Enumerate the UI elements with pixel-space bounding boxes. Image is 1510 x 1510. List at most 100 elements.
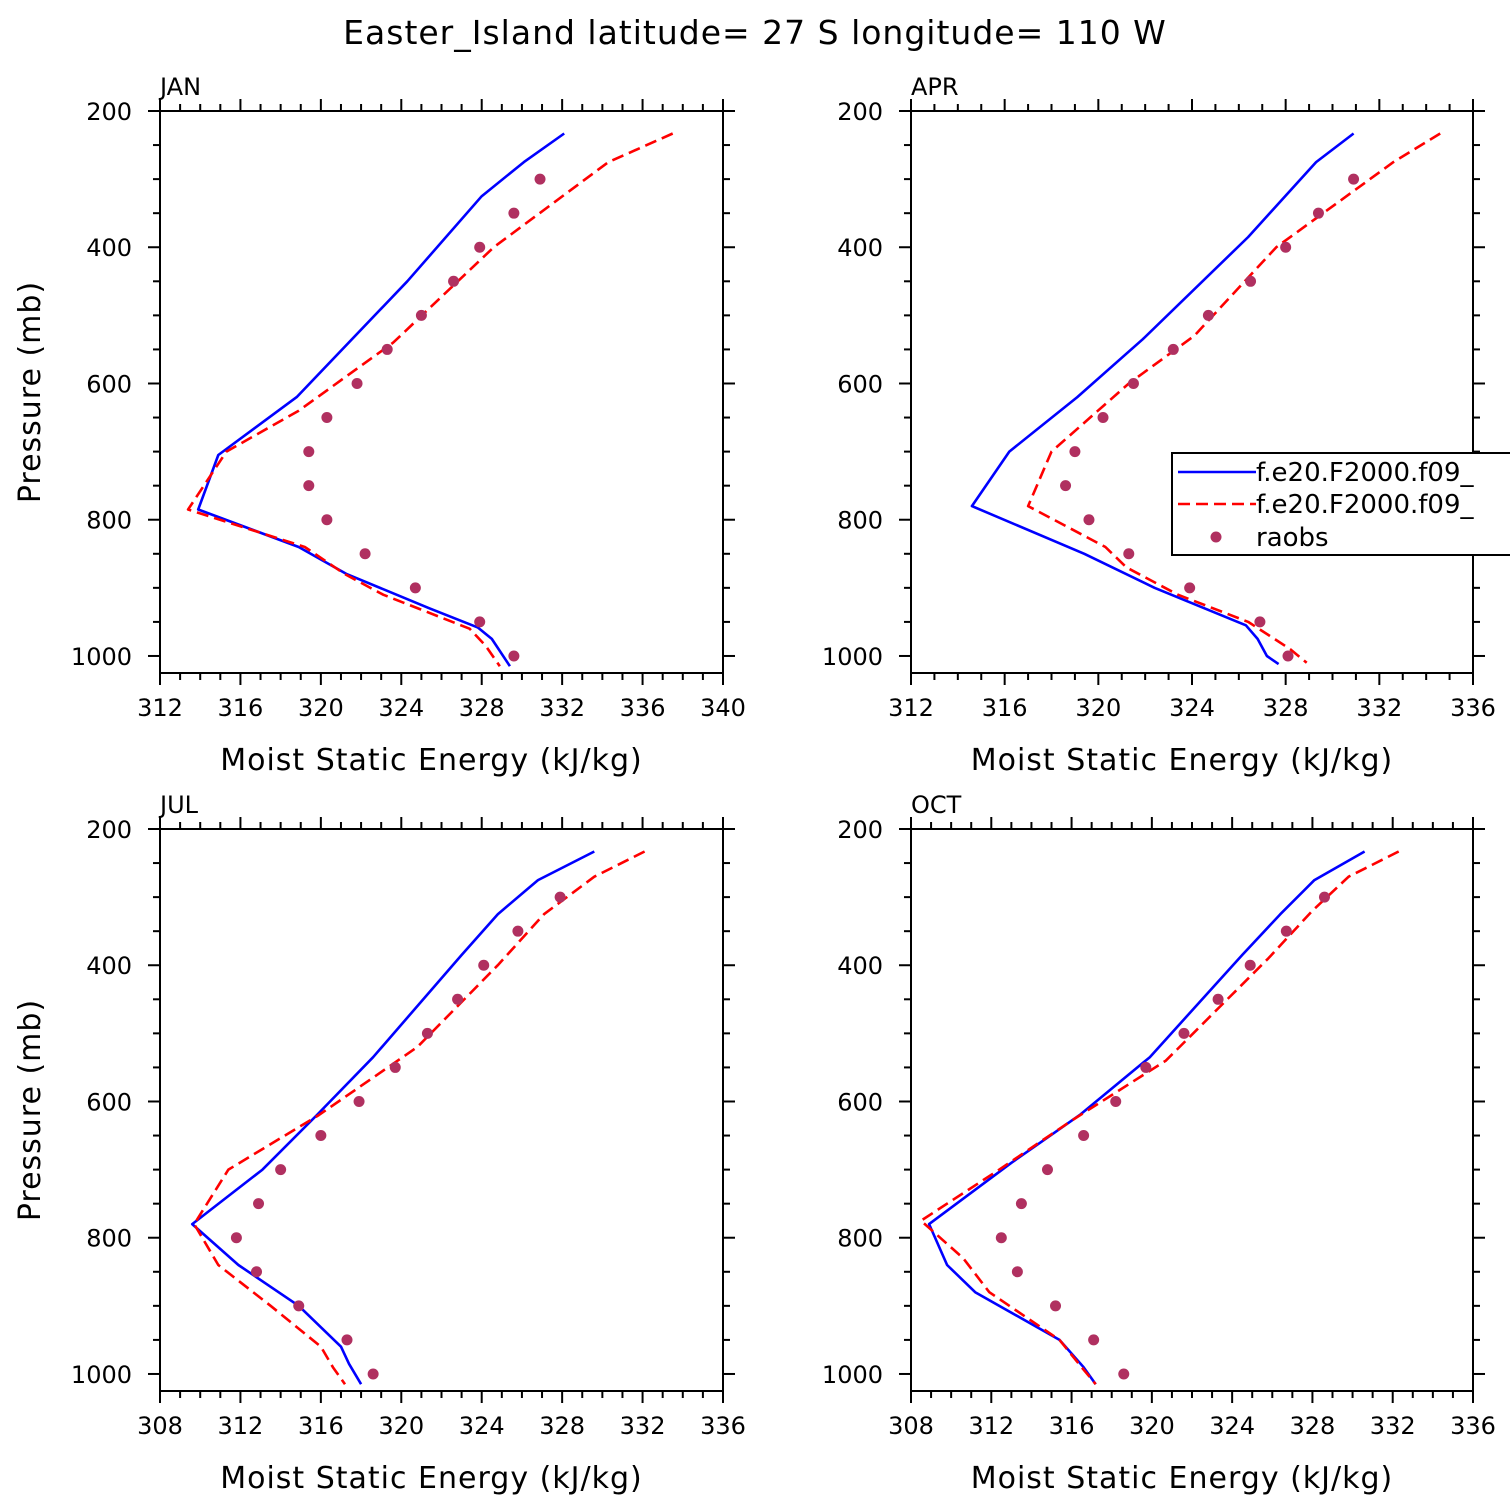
x-tick-label: 316 <box>218 694 264 722</box>
series-line-dashed <box>919 850 1400 1386</box>
raobs-point <box>1069 446 1081 458</box>
x-axis-label: Moist Static Energy (kJ/kg) <box>220 743 643 778</box>
raobs-point <box>1312 207 1324 219</box>
raobs-point <box>1097 412 1109 424</box>
raobs-point <box>230 1232 242 1244</box>
series-line-solid <box>190 850 595 1385</box>
raobs-point <box>478 959 490 971</box>
legend-entry-label: f.e20.F2000.f09_ <box>1256 458 1474 488</box>
raobs-point <box>293 1300 305 1312</box>
raobs-point <box>1178 1027 1190 1039</box>
raobs-point <box>1254 616 1266 628</box>
panel-jan: JAN 312 316 320 324 328 332 336 340 200 400 600 800 1… <box>13 73 746 778</box>
data-group <box>919 850 1400 1386</box>
x-tick-label: 324 <box>1209 1412 1255 1440</box>
raobs-point <box>1123 548 1135 560</box>
raobs-point <box>1110 1095 1122 1107</box>
x-tick-label: 312 <box>968 1412 1014 1440</box>
y-tick-label: 200 <box>86 98 132 126</box>
raobs-point <box>381 343 393 355</box>
x-tick-label: 328 <box>1290 1412 1336 1440</box>
raobs-point <box>534 173 546 185</box>
legend-box <box>1171 452 1510 556</box>
raobs-point <box>351 377 363 389</box>
x-tick-label: 312 <box>888 694 934 722</box>
x-tick-label: 324 <box>459 1412 505 1440</box>
raobs-point <box>508 650 520 662</box>
x-tick-label: 336 <box>1450 1412 1496 1440</box>
raobs-point <box>409 582 421 594</box>
raobs-point <box>321 514 333 526</box>
x-tick-label: 336 <box>700 1412 746 1440</box>
raobs-point <box>1011 1266 1023 1278</box>
raobs-point <box>1280 241 1292 253</box>
panels-group: JAN 312 316 320 324 328 332 336 340 200 400 600 800 1… <box>13 73 1510 1496</box>
data-group <box>970 132 1441 666</box>
raobs-point <box>415 309 427 321</box>
raobs-point <box>512 925 524 937</box>
legend-entry-label: f.e20.F2000.f09_ <box>1256 490 1474 520</box>
x-tick-label: 324 <box>1169 694 1215 722</box>
data-group <box>190 850 646 1385</box>
panel-label: APR <box>911 73 959 101</box>
y-tick-label: 600 <box>86 1088 132 1116</box>
raobs-point <box>1078 1130 1090 1142</box>
y-tick-label: 600 <box>837 370 883 398</box>
raobs-point <box>315 1130 327 1142</box>
legend-entry-label: raobs <box>1256 523 1329 553</box>
raobs-point <box>474 241 486 253</box>
x-tick-label: 332 <box>1356 694 1402 722</box>
x-tick-label: 336 <box>1450 694 1496 722</box>
raobs-point <box>1083 514 1095 526</box>
series-line-solid <box>970 132 1355 666</box>
raobs-point <box>995 1232 1007 1244</box>
y-tick-label: 400 <box>86 234 132 262</box>
panel-apr: APR 312 316 320 324 328 332 336 200 400 600 800 1000… <box>822 73 1496 778</box>
x-tick-label: 328 <box>1263 694 1309 722</box>
x-tick-label: 316 <box>298 1412 344 1440</box>
x-tick-label: 316 <box>1049 1412 1095 1440</box>
x-tick-label: 320 <box>1075 694 1121 722</box>
panel-label: JUL <box>158 791 199 819</box>
raobs-point <box>303 480 315 492</box>
y-tick-label: 800 <box>837 507 883 535</box>
x-tick-label: 312 <box>137 694 183 722</box>
y-tick-label: 800 <box>86 1225 132 1253</box>
x-tick-label: 340 <box>700 694 746 722</box>
legend: f.e20.F2000.f09_f.e20.F2000.f09_raobs <box>1171 452 1510 556</box>
data-group <box>186 132 674 667</box>
y-axis-label: Pressure (mb) <box>13 281 48 503</box>
raobs-point <box>1244 959 1256 971</box>
x-tick-label: 336 <box>620 694 666 722</box>
x-axis-label: Moist Static Energy (kJ/kg) <box>220 1461 643 1496</box>
raobs-point <box>1088 1334 1100 1346</box>
y-tick-label: 1000 <box>822 1361 883 1389</box>
raobs-point <box>251 1266 263 1278</box>
series-line-dashed <box>1026 132 1441 664</box>
y-tick-label: 1000 <box>71 643 132 671</box>
raobs-point <box>1212 993 1224 1005</box>
raobs-point <box>1127 377 1139 389</box>
panel-oct: OCT 308 312 316 320 324 328 332 336 200 400 600 800 1… <box>822 791 1496 1496</box>
x-tick-label: 332 <box>539 694 585 722</box>
legend-dot <box>1210 531 1222 543</box>
raobs-point <box>367 1368 379 1380</box>
raobs-point <box>1050 1300 1062 1312</box>
x-axis-label: Moist Static Energy (kJ/kg) <box>971 1461 1394 1496</box>
x-tick-label: 332 <box>1370 1412 1416 1440</box>
raobs-point <box>1184 582 1196 594</box>
y-tick-label: 400 <box>86 952 132 980</box>
x-tick-label: 332 <box>620 1412 666 1440</box>
raobs-point <box>448 275 460 287</box>
x-tick-label: 308 <box>888 1412 934 1440</box>
panel-label: OCT <box>911 791 962 819</box>
raobs-point <box>1318 891 1330 903</box>
raobs-point <box>1140 1061 1152 1073</box>
raobs-point <box>341 1334 353 1346</box>
y-tick-label: 200 <box>837 816 883 844</box>
raobs-point <box>253 1198 265 1210</box>
raobs-point <box>321 412 333 424</box>
raobs-point <box>359 548 371 560</box>
raobs-point <box>474 616 486 628</box>
